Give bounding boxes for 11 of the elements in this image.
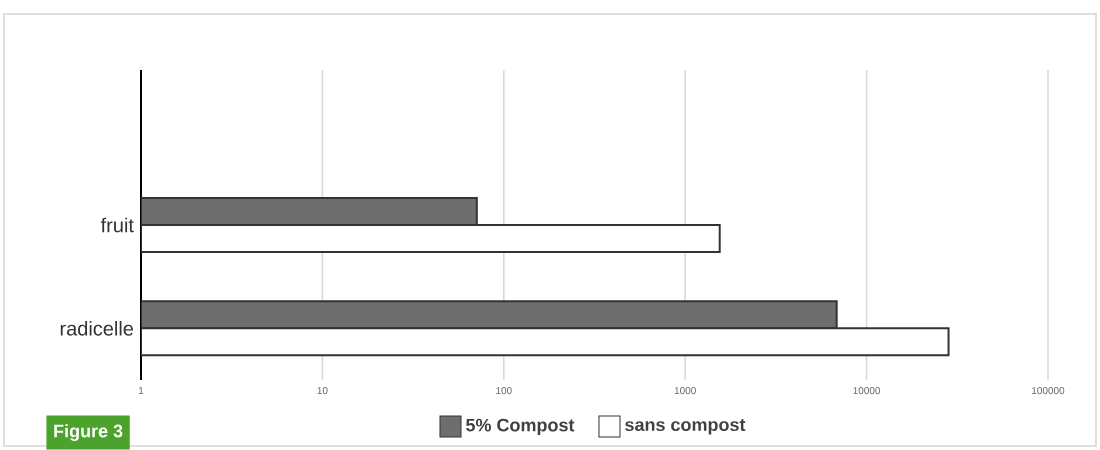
- x-tick-label: 10: [317, 387, 328, 395]
- x-tick-label: 100: [496, 387, 512, 395]
- y-tick-label: fruit: [100, 217, 134, 233]
- x-tick-label: 1: [138, 387, 144, 394]
- legend-label: sans compost: [625, 419, 746, 435]
- caption: Figure 3: [54, 424, 123, 442]
- legend-label: 5% Compost: [466, 418, 575, 435]
- x-tick-label: 10000: [853, 387, 881, 395]
- y-tick-label: radicelle: [60, 320, 134, 336]
- x-tick-label: 1000: [674, 387, 696, 395]
- x-tick-label: 100000: [1032, 387, 1065, 395]
